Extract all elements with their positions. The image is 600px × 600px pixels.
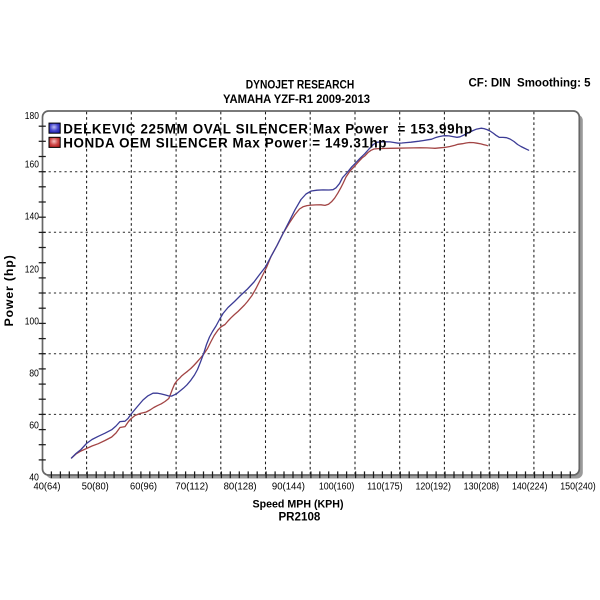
svg-text:YAMAHA YZF-R1 2009-2013: YAMAHA YZF-R1 2009-2013 [223,92,370,106]
svg-text:CF: DIN Smoothing: 5: CF: DIN Smoothing: 5 [469,76,591,90]
svg-text:DELKEVIC 225MM OVAL SILENCER M: DELKEVIC 225MM OVAL SILENCER Max Power =… [63,121,473,136]
svg-text:60: 60 [29,420,39,431]
svg-text:180: 180 [25,111,40,122]
svg-text:Power (hp): Power (hp) [2,254,16,326]
svg-text:40(64): 40(64) [34,482,61,493]
svg-text:70(112): 70(112) [175,482,208,493]
svg-text:110(175): 110(175) [367,482,403,493]
svg-text:PR2108: PR2108 [278,510,320,523]
svg-text:140(224): 140(224) [512,482,548,493]
svg-text:120(192): 120(192) [415,482,451,493]
svg-text:40: 40 [29,473,39,484]
svg-text:80(128): 80(128) [224,482,257,493]
svg-text:100: 100 [25,317,40,328]
svg-text:140: 140 [25,212,40,223]
svg-text:50(80): 50(80) [82,482,109,493]
svg-text:90(144): 90(144) [272,482,305,493]
svg-text:160: 160 [25,160,40,171]
svg-text:HONDA OEM SILENCER Max Power =: HONDA OEM SILENCER Max Power = 149.31hp [63,136,387,151]
svg-text:150(240): 150(240) [560,482,596,493]
svg-text:60(96): 60(96) [130,482,157,493]
svg-text:130(208): 130(208) [464,482,500,493]
svg-text:120: 120 [25,265,40,276]
svg-text:Speed MPH (KPH): Speed MPH (KPH) [253,498,344,510]
svg-text:80: 80 [29,368,39,379]
svg-text:100(160): 100(160) [319,482,355,493]
svg-text:DYNOJET RESEARCH: DYNOJET RESEARCH [246,78,355,92]
